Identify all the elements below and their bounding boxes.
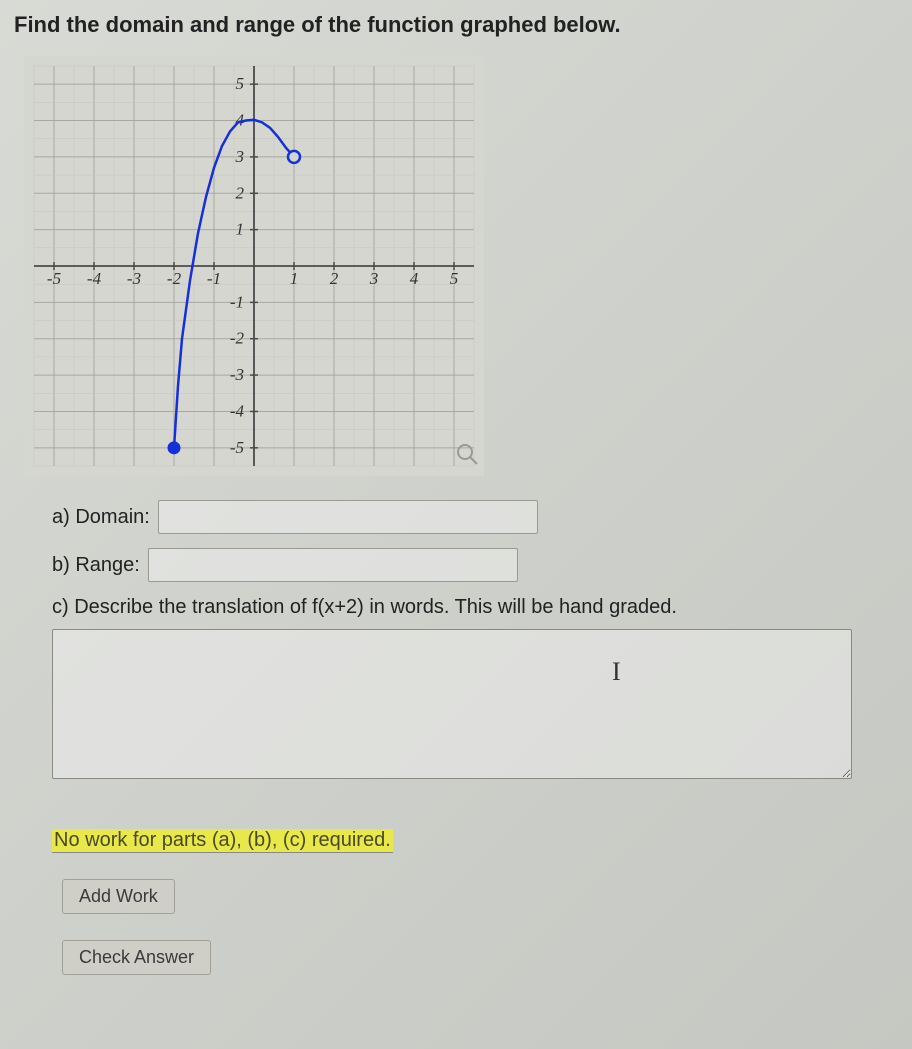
svg-text:1: 1 — [236, 220, 245, 239]
check-answer-button[interactable]: Check Answer — [62, 940, 211, 975]
svg-text:-2: -2 — [167, 269, 182, 288]
text-cursor-icon: I — [612, 657, 621, 687]
function-graph: -5-4-3-2-112345-5-4-3-2-112345 — [24, 56, 484, 476]
svg-text:-2: -2 — [230, 329, 245, 348]
svg-text:-1: -1 — [207, 269, 221, 288]
svg-text:-5: -5 — [47, 269, 61, 288]
domain-label: a) Domain: — [52, 506, 150, 529]
answers-section: a) Domain: b) Range: c) Describe the tra… — [52, 500, 898, 779]
svg-text:1: 1 — [290, 269, 299, 288]
svg-text:-4: -4 — [230, 401, 245, 420]
svg-text:5: 5 — [450, 269, 459, 288]
question-prompt: Find the domain and range of the functio… — [14, 12, 898, 38]
domain-row: a) Domain: — [52, 500, 898, 534]
svg-text:4: 4 — [410, 269, 419, 288]
magnify-icon[interactable] — [455, 442, 479, 471]
svg-text:-1: -1 — [230, 292, 244, 311]
no-work-note: No work for parts (a), (b), (c) required… — [52, 829, 393, 853]
part-c-label: c) Describe the translation of f(x+2) in… — [52, 596, 898, 619]
svg-text:-3: -3 — [127, 269, 141, 288]
svg-text:2: 2 — [236, 183, 245, 202]
svg-text:3: 3 — [235, 147, 245, 166]
svg-text:2: 2 — [330, 269, 339, 288]
svg-text:-4: -4 — [87, 269, 102, 288]
translation-textarea[interactable] — [52, 629, 852, 779]
domain-input[interactable] — [158, 500, 538, 534]
graph-container: -5-4-3-2-112345-5-4-3-2-112345 — [24, 56, 484, 476]
range-label: b) Range: — [52, 554, 140, 577]
svg-text:-5: -5 — [230, 438, 244, 457]
svg-text:3: 3 — [369, 269, 379, 288]
svg-text:5: 5 — [236, 74, 245, 93]
range-input[interactable] — [148, 548, 518, 582]
add-work-button[interactable]: Add Work — [62, 879, 175, 914]
svg-text:-3: -3 — [230, 365, 244, 384]
range-row: b) Range: — [52, 548, 898, 582]
